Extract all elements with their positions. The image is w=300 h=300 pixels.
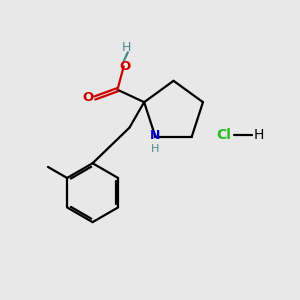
Text: Cl: Cl bbox=[216, 128, 231, 142]
Text: O: O bbox=[83, 92, 94, 104]
Text: N: N bbox=[150, 129, 161, 142]
Text: H: H bbox=[122, 41, 131, 54]
Text: O: O bbox=[119, 60, 130, 73]
Text: H: H bbox=[254, 128, 264, 142]
Text: H: H bbox=[151, 144, 160, 154]
